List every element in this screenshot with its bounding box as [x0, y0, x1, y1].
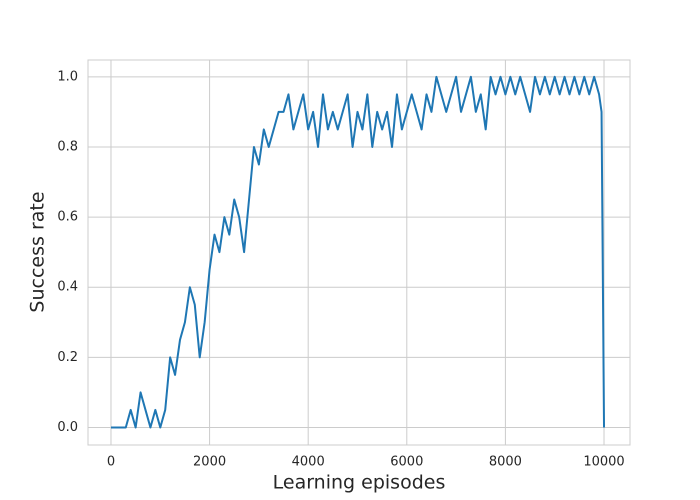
- y-axis-label: Success rate: [27, 191, 49, 312]
- x-tick-label: 0: [107, 455, 115, 470]
- x-tick-label: 4000: [292, 455, 325, 470]
- y-tick-label: 0.6: [57, 210, 78, 225]
- x-axis-label: Learning episodes: [273, 472, 446, 494]
- data-line: [110, 75, 606, 429]
- x-tick-label: 6000: [390, 455, 423, 470]
- y-tick-label: 0.4: [57, 280, 78, 295]
- y-tick-label: 0.0: [57, 420, 78, 435]
- y-tick-label: 1.0: [57, 69, 78, 84]
- x-tick-label: 2000: [193, 455, 226, 470]
- y-tick-label: 0.8: [57, 139, 78, 154]
- x-tick-label: 10000: [583, 455, 624, 470]
- x-tick-label: 8000: [489, 455, 522, 470]
- y-tick-label: 0.2: [57, 350, 78, 365]
- plot-area: [87, 59, 631, 446]
